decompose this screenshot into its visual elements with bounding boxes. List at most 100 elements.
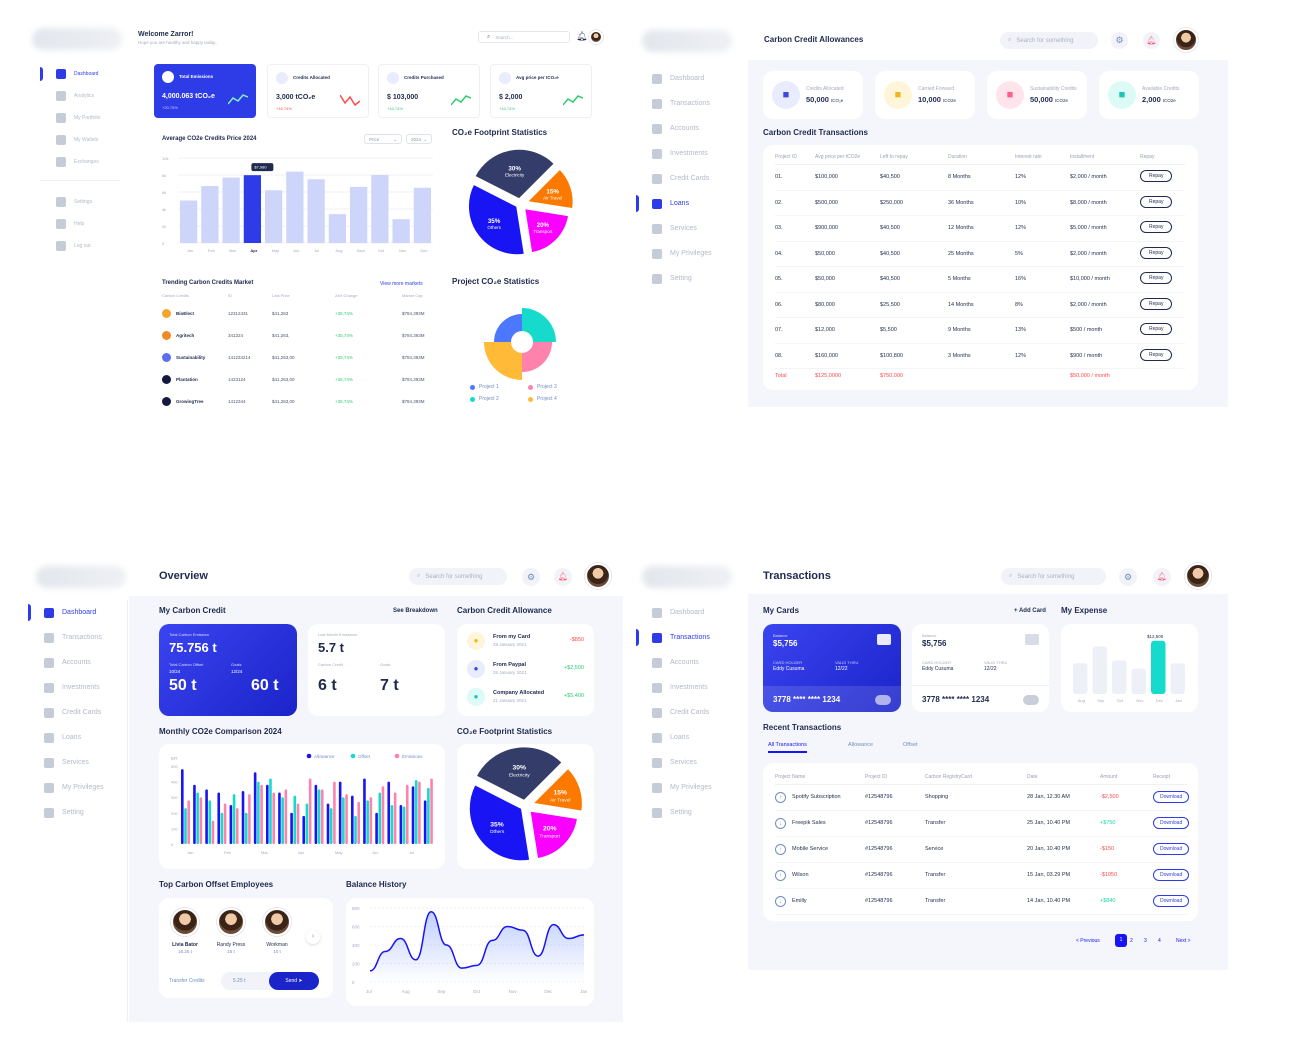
x-tick-label: Sep: [1097, 698, 1105, 703]
repay-button[interactable]: Repay: [1140, 272, 1173, 284]
send-button[interactable]: Send ➤: [269, 972, 319, 990]
stat-card[interactable]: Credits Allocated 3,000 tCO₂e +16.74%: [267, 64, 369, 118]
download-button[interactable]: Download: [1153, 791, 1190, 803]
sidebar-item-setting[interactable]: Setting: [636, 266, 748, 291]
tab-offset[interactable]: Offset: [903, 742, 918, 748]
sidebar-item-log-out[interactable]: Log out: [40, 235, 120, 257]
download-button[interactable]: Download: [1153, 817, 1190, 829]
repay-button[interactable]: Repay: [1140, 348, 1173, 361]
market-row[interactable]: Agritech 341324 $41,263, +35,74% $784,393M: [162, 325, 434, 347]
stat-card[interactable]: Total Emissions 4,000.063 tCO₂e +20.75%: [154, 64, 256, 118]
download-button[interactable]: Download: [1153, 895, 1190, 907]
gear-icon[interactable]: ⚙: [522, 568, 540, 586]
market-row[interactable]: Plantation 1423124 $41,263,00 +35,74% $784,3…: [162, 369, 434, 391]
sidebar-item-my-privileges[interactable]: My Privileges: [636, 241, 748, 266]
sidebar-item-accounts[interactable]: Accounts: [636, 650, 748, 675]
sidebar-item-dashboard[interactable]: Dashboard: [636, 600, 748, 625]
sidebar-item-investments[interactable]: Investments: [636, 675, 748, 700]
page-button[interactable]: 4: [1158, 938, 1161, 944]
bell-icon[interactable]: 🔔︎: [1143, 32, 1160, 49]
repay-button[interactable]: Repay: [1140, 297, 1173, 310]
bell-icon[interactable]: 🔔︎: [1153, 568, 1171, 586]
credit-card-white[interactable]: Balance $5,756 CARD HOLDER Eddy Cusuma V…: [912, 624, 1049, 712]
sidebar-item-dashboard[interactable]: Dashboard: [636, 66, 748, 91]
sidebar-item-investments[interactable]: Investments: [28, 675, 127, 700]
tab-all-transactions[interactable]: All Transactions: [768, 742, 807, 753]
sidebar-item-settings[interactable]: Settings: [40, 191, 120, 213]
search-input[interactable]: ⌕ Search for something: [1000, 32, 1098, 49]
sidebar-item-loans[interactable]: Loans: [636, 725, 748, 750]
market-row[interactable]: BioElect 12312431 $41,263 +35,74% $784,393M: [162, 303, 434, 325]
sidebar-item-transactions[interactable]: Transactions: [636, 625, 748, 650]
table-row: ↑ Mobile Service #12548796 Service 20 Jan, 1…: [775, 837, 1190, 863]
add-card-link[interactable]: + Add Card: [1014, 608, 1046, 614]
search-input[interactable]: ⌕ Search for something: [1001, 568, 1106, 585]
employee-avatar[interactable]: [217, 908, 245, 936]
sidebar-item-my-portfolio[interactable]: My Portfolio: [40, 107, 120, 129]
gear-icon[interactable]: ⚙: [1111, 32, 1128, 49]
x-tick-label: Jan: [580, 989, 588, 994]
sidebar-item-investments[interactable]: Investments: [636, 141, 748, 166]
stat-card[interactable]: Credits Purchased $ 103,000 +16.74%: [378, 64, 480, 118]
sidebar-item-loans[interactable]: Loans: [636, 191, 748, 216]
sidebar-item-services[interactable]: Services: [28, 750, 127, 775]
avatar[interactable]: [1174, 28, 1198, 52]
page-button[interactable]: 2: [1130, 938, 1133, 944]
sidebar-item-services[interactable]: Services: [636, 216, 748, 241]
repay-button[interactable]: Repay: [1140, 170, 1173, 182]
bell-icon[interactable]: 🔔︎: [576, 31, 588, 41]
search-input[interactable]: ⌕ Search for something: [409, 568, 507, 585]
avatar[interactable]: [1185, 563, 1211, 589]
page-button[interactable]: 1: [1115, 934, 1127, 947]
sidebar-item-my-wallets[interactable]: My Wallets: [40, 129, 120, 151]
price-select[interactable]: Price ⌄: [364, 134, 402, 144]
transfer-input[interactable]: 5.25 t Send ➤: [221, 972, 319, 990]
gear-icon[interactable]: ⚙: [1119, 568, 1137, 586]
sidebar-item-accounts[interactable]: Accounts: [28, 650, 127, 675]
download-button[interactable]: Download: [1153, 869, 1190, 881]
sidebar-item-setting[interactable]: Setting: [636, 800, 748, 825]
repay-button[interactable]: Repay: [1140, 323, 1173, 335]
sidebar-item-accounts[interactable]: Accounts: [636, 116, 748, 141]
sidebar-item-transactions[interactable]: Transactions: [28, 625, 127, 650]
tab-allowance[interactable]: Allowance: [848, 742, 874, 748]
credit-card-blue[interactable]: Balance $5,756 CARD HOLDER Eddy Cusuma V…: [763, 624, 901, 712]
legend-label: Allowance: [314, 754, 335, 759]
table-row: 02. $500,000 $250,000 36 Months 10% $8,000 / …: [775, 191, 1185, 216]
employee-avatar[interactable]: [263, 908, 291, 936]
sidebar-item-dashboard[interactable]: Dashboard: [28, 600, 127, 625]
year-select[interactable]: 2024 ⌄: [406, 134, 432, 144]
previous-button[interactable]: < Previous: [1076, 938, 1100, 944]
search-input[interactable]: ⌕ Search...: [478, 31, 570, 43]
sidebar-item-transactions[interactable]: Transactions: [636, 91, 748, 116]
sidebar-item-my-privileges[interactable]: My Privileges: [636, 775, 748, 800]
sidebar-item-credit-cards[interactable]: Credit Cards: [636, 166, 748, 191]
sidebar-item-help[interactable]: Help: [40, 213, 120, 235]
repay-button[interactable]: Repay: [1140, 195, 1173, 208]
sidebar-item-loans[interactable]: Loans: [28, 725, 127, 750]
page-button[interactable]: 3: [1144, 938, 1147, 944]
avatar[interactable]: [589, 30, 603, 44]
next-button[interactable]: Next >: [1176, 938, 1191, 944]
view-more-link[interactable]: View more markets: [380, 281, 423, 287]
stat-card[interactable]: Avg price per tCO₂e $ 2,000 +16.74%: [490, 64, 592, 118]
sidebar-item-services[interactable]: Services: [636, 750, 748, 775]
sidebar-item-credit-cards[interactable]: Credit Cards: [28, 700, 127, 725]
market-row[interactable]: Sustainability 141234214 $41,263,00 +35,74%…: [162, 347, 434, 369]
download-button[interactable]: Download: [1153, 843, 1190, 855]
avatar[interactable]: [585, 563, 611, 589]
market-row[interactable]: GrowingTree 1412344 $41,263,00 +35,74% $784,…: [162, 391, 434, 413]
chevron-right-icon[interactable]: ›: [306, 930, 320, 944]
sidebar-item-exchanges[interactable]: Exchanges: [40, 151, 120, 173]
sidebar-item-analytics[interactable]: Analytics: [40, 85, 120, 107]
bell-icon[interactable]: 🔔︎: [554, 568, 572, 586]
sidebar-item-setting[interactable]: Setting: [28, 800, 127, 825]
repay-button[interactable]: Repay: [1140, 246, 1173, 259]
employee-avatar[interactable]: [171, 908, 199, 936]
sidebar-item-my-privileges[interactable]: My Privileges: [28, 775, 127, 800]
sidebar-item-dashboard[interactable]: Dashboard: [40, 63, 120, 85]
sidebar-item-credit-cards[interactable]: Credit Cards: [636, 700, 748, 725]
bar: [208, 800, 212, 844]
see-breakdown-link[interactable]: See Breakdown: [393, 608, 438, 614]
repay-button[interactable]: Repay: [1140, 221, 1173, 233]
